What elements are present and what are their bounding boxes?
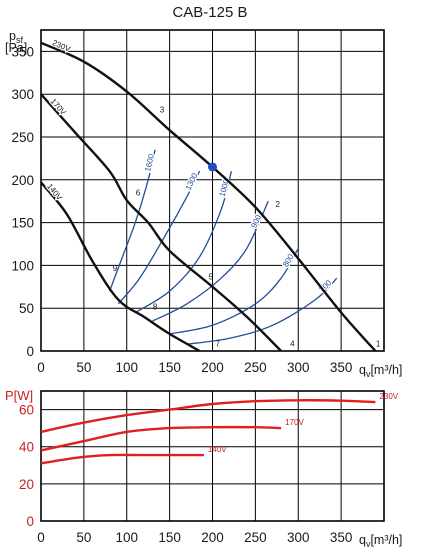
power-x-tick-label: 350 (330, 530, 353, 545)
operating-point-marker (208, 162, 217, 172)
pressure-x-tick-label: 100 (115, 360, 138, 375)
power-curve-label: 230V (379, 392, 398, 401)
pressure-grid (40, 29, 385, 352)
power-curve-line (40, 399, 376, 434)
power-curve-label: 140V (208, 445, 227, 454)
power-x-tick-label: 200 (201, 530, 224, 545)
pressure-y-tick-label: 300 (11, 87, 34, 102)
power-curves: 230V 170V 140V (40, 392, 399, 465)
system-curve-line (108, 149, 156, 292)
power-x-tick-label: 250 (244, 530, 267, 545)
curve-point-label: 6 (136, 189, 141, 198)
pressure-x-axis-label: qv[m³/h] (359, 363, 402, 379)
curve-point-label: 9 (113, 264, 118, 273)
pressure-plot-frame (40, 29, 385, 352)
curve-point-label: 8 (153, 302, 158, 311)
pressure-x-tick-label: 250 (244, 360, 267, 375)
power-curve-label: 170V (285, 418, 304, 427)
power-curve-line (40, 425, 282, 452)
pressure-x-tick-label: 0 (37, 360, 45, 375)
power-plot-frame (40, 390, 385, 522)
power-x-ticks: 0 50 100 150 200 250 300 350 (37, 530, 352, 545)
power-panel: P[W] 0 20 40 60 0 50 100 150 200 250 300 350 230V 1… (5, 388, 402, 549)
curve-point-label: 7 (216, 339, 221, 348)
curve-point-label: 1 (376, 339, 381, 348)
pressure-y-ticks: 0 50 100 150 200 250 300 350 (11, 44, 34, 359)
system-curve-label: 1300 (184, 171, 200, 191)
pressure-y-tick-label: 50 (19, 301, 34, 316)
power-x-tick-label: 50 (76, 530, 91, 545)
system-curve-line (134, 171, 233, 314)
system-curve-label: 1600 (143, 153, 156, 173)
pressure-y-tick-label: 350 (11, 44, 34, 59)
system-curve-line (152, 200, 269, 322)
system-curve-line (117, 170, 201, 305)
power-axis-label: P[W] (5, 388, 33, 403)
pressure-y-tick-label: 0 (26, 344, 34, 359)
power-x-tick-label: 100 (115, 530, 138, 545)
fan-curve-line (40, 93, 282, 352)
curve-point-label: 5 (209, 273, 214, 282)
pressure-y-tick-label: 150 (11, 216, 34, 231)
curve-point-label: 4 (290, 339, 295, 348)
chart-title: CAB-125 B (172, 4, 247, 21)
pressure-y-tick-label: 200 (11, 173, 34, 188)
power-y-tick-label: 60 (19, 403, 34, 418)
pressure-axis-label: psf (9, 29, 23, 45)
curve-point-label: 3 (160, 106, 165, 115)
power-x-axis-label: qv[m³/h] (359, 533, 402, 549)
pressure-y-tick-label: 250 (11, 130, 34, 145)
pressure-y-tick-label: 100 (11, 258, 34, 273)
pressure-x-tick-label: 150 (158, 360, 181, 375)
power-x-tick-label: 150 (158, 530, 181, 545)
power-x-tick-label: 0 (37, 530, 45, 545)
power-y-tick-label: 20 (19, 477, 34, 492)
power-curve-line (40, 453, 204, 465)
curve-labels: 1 2 3 4 5 6 7 8 9 (113, 106, 381, 349)
pressure-x-tick-label: 300 (287, 360, 310, 375)
pressure-axis-unit: [Pa] (5, 41, 27, 55)
fan-curve-line (40, 181, 201, 353)
pressure-x-tick-label: 350 (330, 360, 353, 375)
fan-curve-line (40, 41, 377, 352)
pressure-x-tick-label: 200 (201, 360, 224, 375)
power-y-tick-label: 40 (19, 440, 34, 455)
power-y-tick-label: 0 (26, 514, 34, 529)
power-y-ticks: 0 20 40 60 (19, 403, 34, 529)
power-x-tick-label: 300 (287, 530, 310, 545)
system-curve-line (169, 247, 299, 335)
pressure-x-tick-label: 50 (76, 360, 91, 375)
pressure-x-ticks: 0 50 100 150 200 250 300 350 (37, 360, 352, 375)
curve-point-label: 2 (276, 200, 281, 209)
